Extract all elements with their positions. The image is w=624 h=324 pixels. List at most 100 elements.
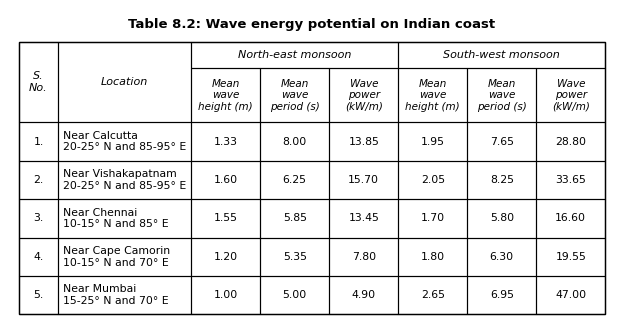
Bar	[191, 161, 260, 199]
Text: Wave
power
(kW/m): Wave power (kW/m)	[345, 79, 383, 112]
Text: Mean
wave
height (m): Mean wave height (m)	[406, 79, 460, 112]
Bar	[329, 276, 398, 314]
Bar	[467, 276, 536, 314]
Text: Mean
wave
period (s): Mean wave period (s)	[270, 79, 319, 112]
Text: 1.95: 1.95	[421, 137, 445, 146]
Bar	[398, 276, 467, 314]
Bar	[260, 276, 329, 314]
Bar	[19, 122, 58, 161]
Bar	[467, 161, 536, 199]
Text: 3.: 3.	[33, 213, 44, 223]
Text: Near Cape Camorin
10-15° N and 70° E: Near Cape Camorin 10-15° N and 70° E	[62, 246, 170, 268]
Bar	[398, 237, 467, 276]
Bar	[58, 161, 191, 199]
Text: 5.00: 5.00	[283, 290, 307, 300]
Text: Location: Location	[101, 77, 149, 87]
Text: 2.: 2.	[33, 175, 44, 185]
Text: 47.00: 47.00	[555, 290, 587, 300]
Bar	[19, 42, 58, 122]
Text: 2.65: 2.65	[421, 290, 445, 300]
Bar	[191, 199, 260, 237]
Bar	[260, 68, 329, 122]
Text: 8.25: 8.25	[490, 175, 514, 185]
Text: 15.70: 15.70	[348, 175, 379, 185]
Bar	[398, 68, 467, 122]
Bar	[536, 161, 605, 199]
Bar	[536, 122, 605, 161]
Bar	[191, 237, 260, 276]
Text: 7.80: 7.80	[352, 252, 376, 262]
Bar	[191, 276, 260, 314]
Bar	[398, 199, 467, 237]
Bar	[260, 161, 329, 199]
Text: 4.90: 4.90	[352, 290, 376, 300]
Text: 1.70: 1.70	[421, 213, 445, 223]
Text: Near Mumbai
15-25° N and 70° E: Near Mumbai 15-25° N and 70° E	[62, 284, 168, 306]
Bar	[329, 237, 398, 276]
Text: Near Calcutta
20-25° N and 85-95° E: Near Calcutta 20-25° N and 85-95° E	[62, 131, 186, 152]
Bar	[467, 199, 536, 237]
Text: 28.80: 28.80	[555, 137, 587, 146]
Text: 13.45: 13.45	[348, 213, 379, 223]
Bar	[58, 237, 191, 276]
Text: North-east monsoon: North-east monsoon	[238, 50, 351, 60]
Bar	[58, 276, 191, 314]
Bar	[58, 122, 191, 161]
Text: S.
No.: S. No.	[29, 72, 48, 93]
Text: 16.60: 16.60	[555, 213, 587, 223]
Bar	[467, 237, 536, 276]
Bar	[329, 199, 398, 237]
Bar	[191, 122, 260, 161]
Text: 1.00: 1.00	[213, 290, 238, 300]
Bar	[536, 68, 605, 122]
Text: 8.00: 8.00	[283, 137, 307, 146]
Text: 7.65: 7.65	[490, 137, 514, 146]
Bar	[260, 237, 329, 276]
Text: 6.25: 6.25	[283, 175, 307, 185]
Text: 4.: 4.	[33, 252, 44, 262]
Text: Table 8.2: Wave energy potential on Indian coast: Table 8.2: Wave energy potential on Indi…	[129, 18, 495, 31]
Text: Mean
wave
height (m): Mean wave height (m)	[198, 79, 253, 112]
Text: 33.65: 33.65	[555, 175, 586, 185]
Bar	[19, 199, 58, 237]
Text: 1.: 1.	[33, 137, 44, 146]
Bar	[19, 161, 58, 199]
Bar	[19, 42, 605, 314]
Text: 1.33: 1.33	[214, 137, 238, 146]
Text: 1.80: 1.80	[421, 252, 445, 262]
Bar	[329, 122, 398, 161]
Bar	[467, 122, 536, 161]
Bar	[398, 161, 467, 199]
Bar	[329, 68, 398, 122]
Text: 5.35: 5.35	[283, 252, 307, 262]
Text: 13.85: 13.85	[348, 137, 379, 146]
Text: South-west monsoon: South-west monsoon	[444, 50, 560, 60]
Bar	[536, 276, 605, 314]
Text: 19.55: 19.55	[555, 252, 586, 262]
Text: Near Vishakapatnam
20-25° N and 85-95° E: Near Vishakapatnam 20-25° N and 85-95° E	[62, 169, 186, 191]
Bar	[329, 161, 398, 199]
Bar	[191, 68, 260, 122]
Bar	[398, 42, 605, 68]
Text: 1.55: 1.55	[214, 213, 238, 223]
Bar	[19, 237, 58, 276]
Bar	[58, 42, 191, 122]
Bar	[260, 199, 329, 237]
Text: 2.05: 2.05	[421, 175, 445, 185]
Bar	[398, 122, 467, 161]
Text: 1.60: 1.60	[213, 175, 238, 185]
Text: 5.: 5.	[33, 290, 44, 300]
Text: 5.80: 5.80	[490, 213, 514, 223]
Bar	[19, 276, 58, 314]
Text: Near Chennai
10-15° N and 85° E: Near Chennai 10-15° N and 85° E	[62, 208, 168, 229]
Bar	[260, 122, 329, 161]
Text: 1.20: 1.20	[213, 252, 238, 262]
Bar	[191, 42, 398, 68]
Text: 5.85: 5.85	[283, 213, 307, 223]
Text: Mean
wave
period (s): Mean wave period (s)	[477, 79, 527, 112]
Bar	[536, 199, 605, 237]
Bar	[536, 237, 605, 276]
Text: 6.30: 6.30	[490, 252, 514, 262]
Text: 6.95: 6.95	[490, 290, 514, 300]
Bar	[58, 199, 191, 237]
